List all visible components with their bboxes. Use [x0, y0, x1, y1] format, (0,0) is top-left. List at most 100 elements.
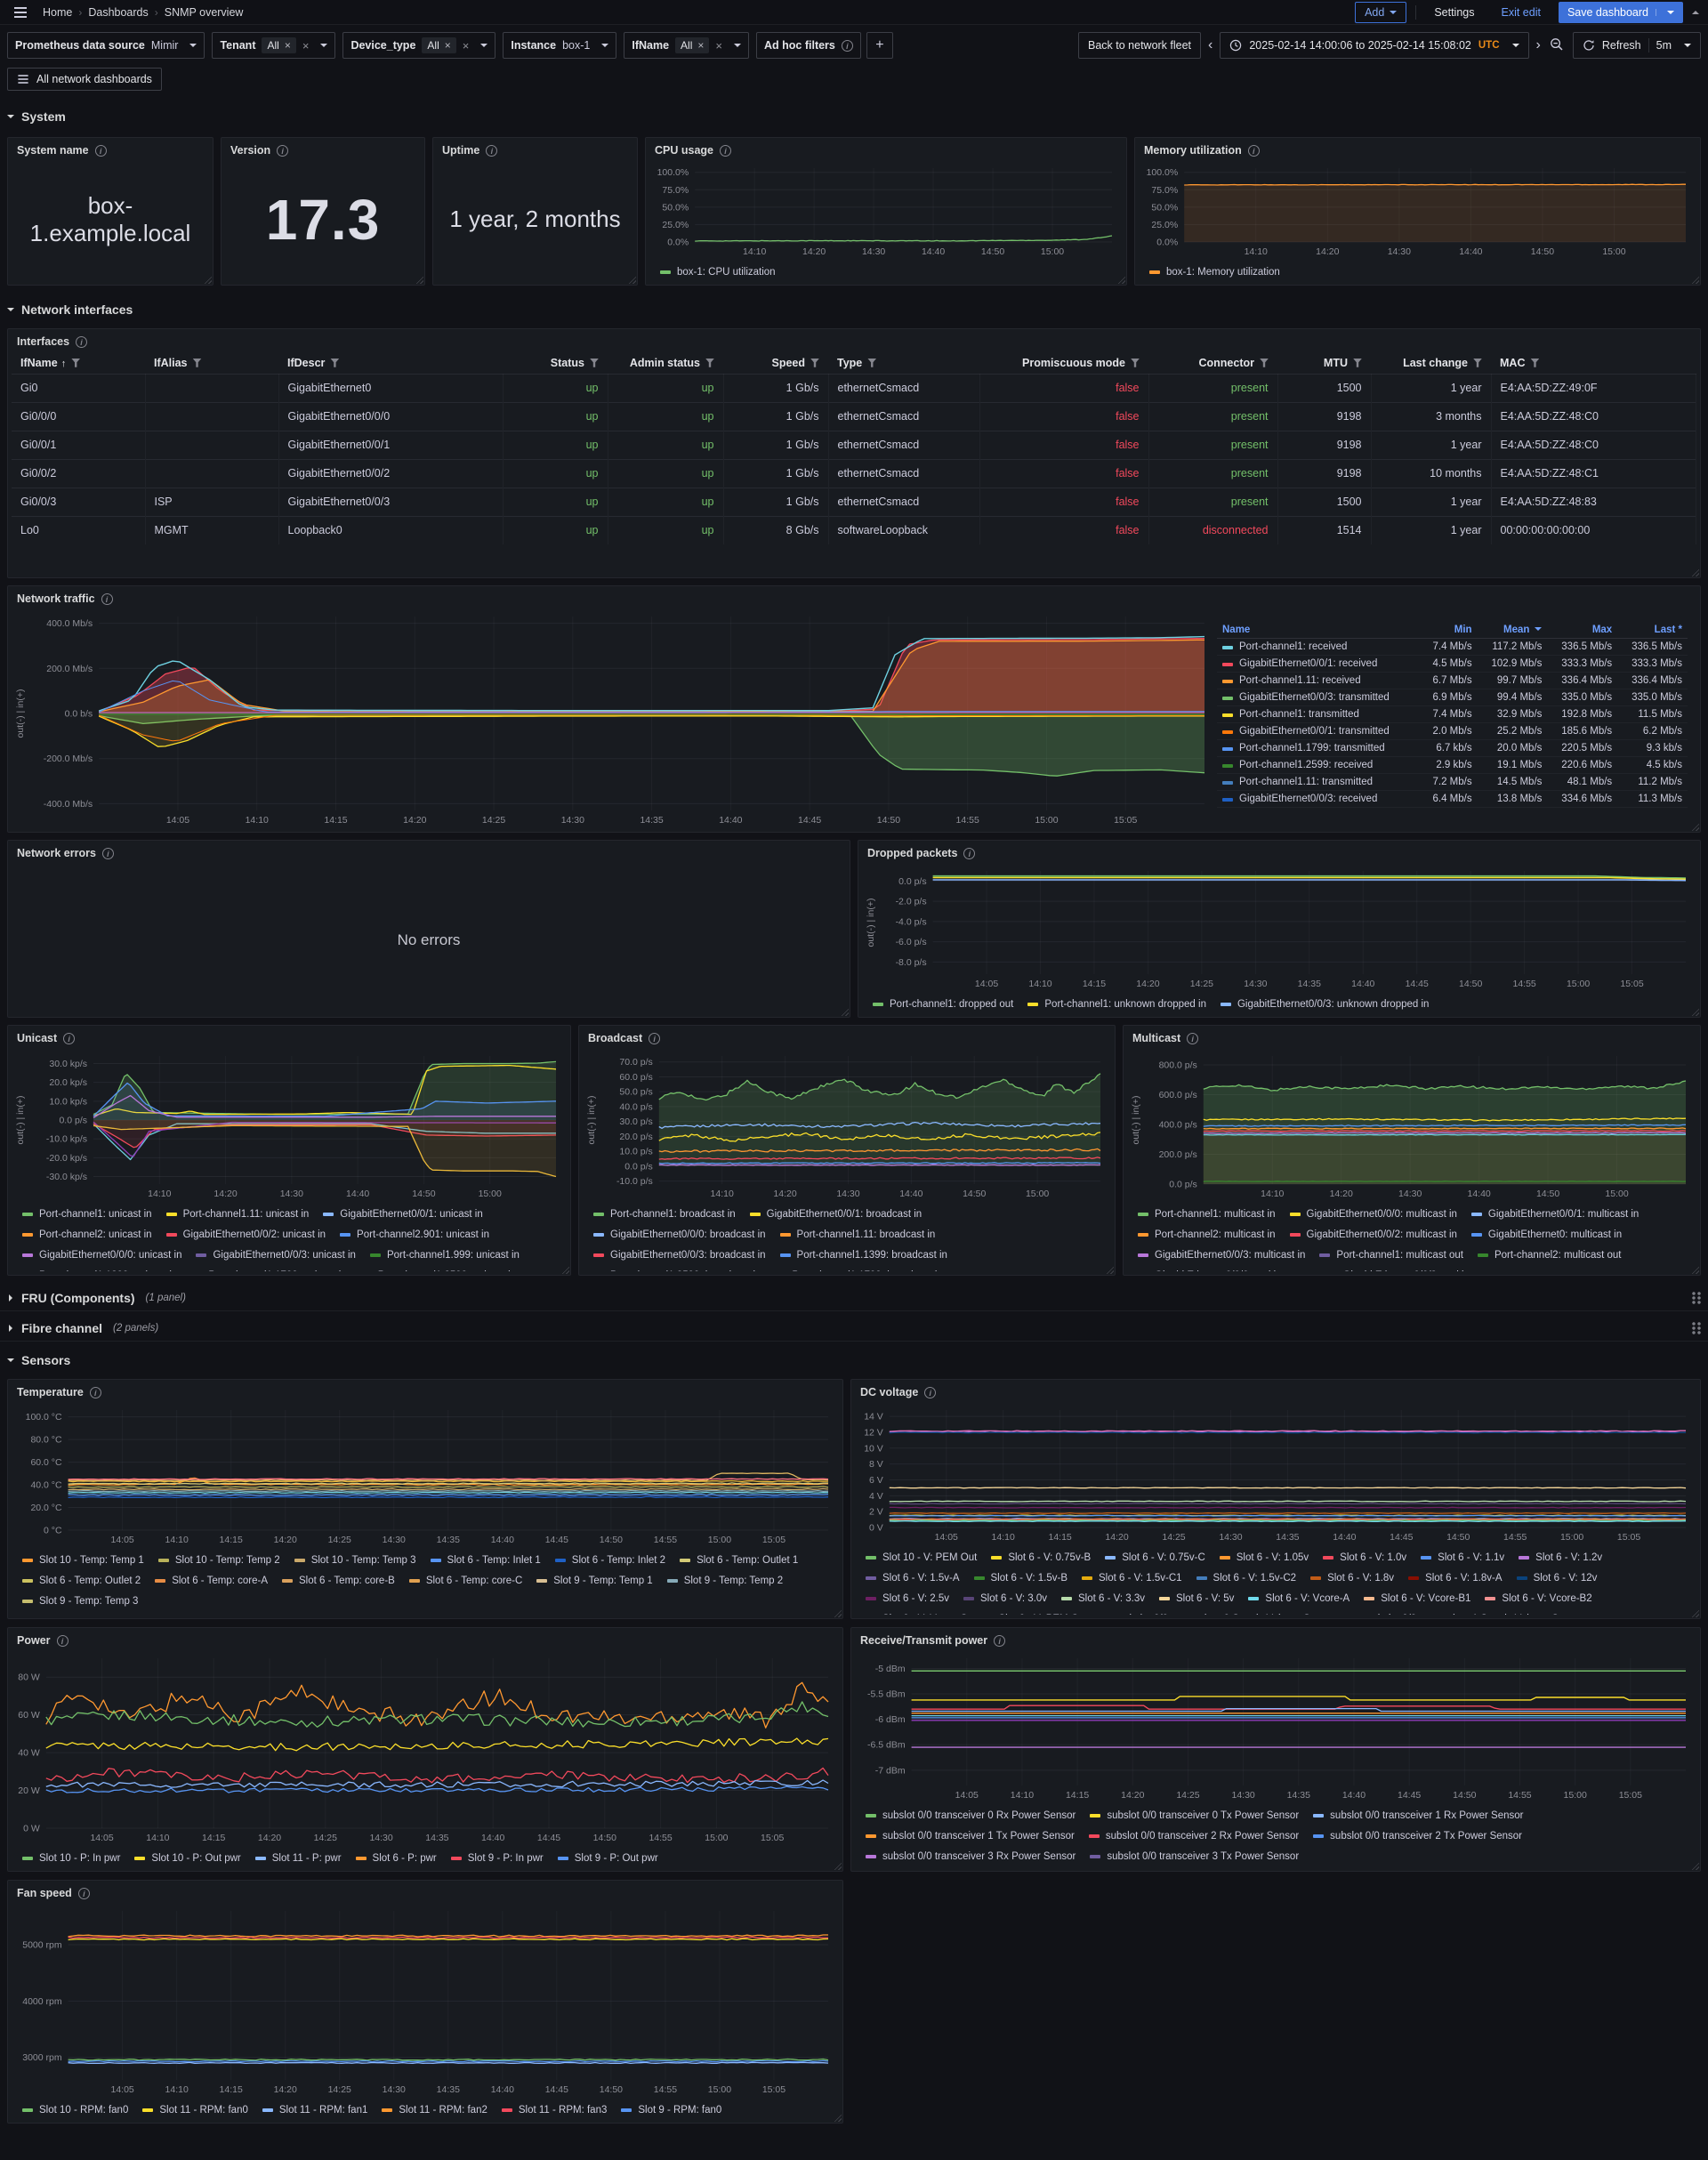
- legend-column-name[interactable]: Name: [1217, 622, 1420, 639]
- broadcast-chart[interactable]: 70.0 p/s60.0 p/s50.0 p/s40.0 p/s30.0 p/s…: [584, 1049, 1109, 1202]
- time-range-picker[interactable]: 2025-02-14 14:00:06 to 2025-02-14 15:08:…: [1220, 32, 1528, 59]
- legend-item[interactable]: Port-channel1.1399: unicast in: [22, 1266, 177, 1271]
- collapse-topbar-icon[interactable]: [1692, 7, 1699, 14]
- legend-table-row[interactable]: GigabitEthernet0/0/3: received6.4 Mb/s13…: [1217, 791, 1688, 808]
- legend-item[interactable]: Slot 10 - Temp: Temp 2: [158, 1551, 280, 1570]
- column-header-mtu[interactable]: MTU: [1277, 352, 1371, 374]
- legend-item[interactable]: Port-channel1: broadcast in: [593, 1205, 736, 1224]
- column-header-promiscuous-mode[interactable]: Promiscuous mode: [979, 352, 1148, 374]
- legend-item[interactable]: Slot 6 - Temp: Outlet 2: [22, 1571, 141, 1591]
- legend-item[interactable]: Port-channel1.2599: unicast in: [361, 1266, 516, 1271]
- legend-item[interactable]: GigabitEthernet0/0/3: unknown dropped in: [1221, 995, 1429, 1013]
- legend-item[interactable]: Slot 6 - V: 1.05v: [1220, 1548, 1309, 1568]
- filter-funnel-icon[interactable]: [1260, 359, 1269, 367]
- legend-table-row[interactable]: GigabitEthernet0/0/1: transmitted2.0 Mb/…: [1217, 723, 1688, 740]
- legend-item[interactable]: Slot 6 - Temp: Inlet 2: [555, 1551, 665, 1570]
- legend-item[interactable]: Slot 11 - RPM: fan3: [502, 2100, 608, 2119]
- legend-item[interactable]: Slot 9 - Temp: Temp 1: [536, 1571, 652, 1591]
- filter-value-chip[interactable]: All×: [262, 37, 295, 53]
- legend-item[interactable]: Slot 6 - V: 1.5v-C1: [1082, 1568, 1182, 1588]
- info-icon[interactable]: i: [963, 848, 975, 859]
- legend-item[interactable]: box-1: CPU utilization: [660, 262, 776, 281]
- legend-table-row[interactable]: Port-channel1.2599: received2.9 kb/s19.1…: [1217, 757, 1688, 774]
- info-icon[interactable]: i: [720, 145, 731, 157]
- filter-funnel-icon[interactable]: [71, 359, 80, 367]
- filter-funnel-icon[interactable]: [1131, 359, 1140, 367]
- info-icon[interactable]: i: [994, 1635, 1005, 1647]
- breadcrumb-dashboards[interactable]: Dashboards: [88, 6, 148, 19]
- section-fru[interactable]: FRU (Components) (1 panel): [0, 1285, 1708, 1311]
- refresh-control[interactable]: Refresh 5m: [1573, 32, 1701, 59]
- filter-funnel-icon[interactable]: [1353, 359, 1362, 367]
- legend-item[interactable]: Slot 11 - P: pwr: [255, 1849, 342, 1867]
- memory-chart[interactable]: 100.0%75.0%50.0%25.0%0.0%14:1014:2014:30…: [1140, 161, 1695, 260]
- network-traffic-chart[interactable]: 400.0 Mb/s200.0 Mb/s0.0 b/s-200.0 Mb/s-4…: [13, 609, 1213, 828]
- legend-item[interactable]: GigabitEthernet0/0/0: unicast in: [22, 1245, 181, 1265]
- filter-funnel-icon[interactable]: [1530, 359, 1539, 367]
- series-name[interactable]: GigabitEthernet0/0/1: transmitted: [1217, 723, 1420, 740]
- cpu-usage-chart[interactable]: 100.0%75.0%50.0%25.0%0.0%14:1014:2014:30…: [651, 161, 1121, 260]
- add-button[interactable]: Add: [1355, 2, 1406, 23]
- legend-item[interactable]: Slot 6 - V: 1.1v: [1421, 1548, 1504, 1568]
- legend-item[interactable]: Slot 6 - V: Vcore-B2: [1485, 1589, 1591, 1608]
- legend-table-row[interactable]: Port-channel1.1799: transmitted6.7 kb/s2…: [1217, 740, 1688, 757]
- info-icon[interactable]: i: [1248, 145, 1260, 157]
- legend-item[interactable]: Slot 6 - V: 3.3v: [1061, 1589, 1145, 1608]
- column-header-speed[interactable]: Speed: [723, 352, 828, 374]
- legend-item[interactable]: Slot 6 - V: Vcore-C: [866, 1609, 967, 1615]
- remove-value-icon[interactable]: ×: [445, 39, 451, 52]
- clear-filter-icon[interactable]: ×: [715, 39, 722, 52]
- menu-icon[interactable]: [14, 12, 27, 13]
- legend-item[interactable]: GigabitEthernet0/0/3: multicast in: [1138, 1245, 1305, 1265]
- legend-table-row[interactable]: Port-channel1.11: transmitted7.2 Mb/s14.…: [1217, 774, 1688, 791]
- legend-item[interactable]: GigabitEthernet0: multicast in: [1471, 1225, 1622, 1245]
- legend-item[interactable]: Slot 10 - Temp: Temp 1: [22, 1551, 144, 1570]
- legend-item[interactable]: Slot 6 - Temp: Inlet 1: [431, 1551, 541, 1570]
- series-name[interactable]: GigabitEthernet0/0/3: received: [1217, 791, 1420, 808]
- legend-item[interactable]: GigabitEthernet0/0/0: broadcast in: [593, 1225, 766, 1245]
- filter-device-type[interactable]: Device_typeAll××: [342, 32, 495, 59]
- legend-item[interactable]: GigabitEthernet0/0/0: multicast in: [1290, 1205, 1457, 1224]
- info-icon[interactable]: i: [101, 593, 113, 605]
- filter-funnel-icon[interactable]: [330, 359, 339, 367]
- series-name[interactable]: Port-channel1.1799: transmitted: [1217, 740, 1420, 757]
- legend-item[interactable]: Slot 6 - V: 1.8v-A: [1408, 1568, 1503, 1588]
- dropped-packets-chart[interactable]: 0.0 p/s-2.0 p/s-4.0 p/s-6.0 p/s-8.0 p/s1…: [864, 864, 1695, 992]
- info-icon[interactable]: i: [102, 848, 114, 859]
- legend-item[interactable]: Port-channel1.999: unicast in: [370, 1245, 520, 1265]
- info-icon[interactable]: i: [649, 1033, 660, 1044]
- zoom-out-icon[interactable]: [1550, 37, 1564, 54]
- legend-item[interactable]: Port-channel1.1799: broadcast in: [775, 1266, 942, 1271]
- add-adhoc-filter-button[interactable]: +: [866, 32, 893, 59]
- legend-item[interactable]: Port-channel2: multicast in: [1138, 1225, 1276, 1245]
- legend-item[interactable]: GigabitEthernet0/0/2: multicast in: [1290, 1225, 1457, 1245]
- legend-item[interactable]: Port-channel2: multicast out: [1478, 1245, 1622, 1265]
- exit-edit-button[interactable]: Exit edit: [1492, 2, 1549, 23]
- filter-funnel-icon[interactable]: [590, 359, 599, 367]
- legend-item[interactable]: subslot 0/0 transceiver 0 Tx Power Senso…: [1090, 1806, 1299, 1826]
- info-icon[interactable]: i: [63, 1033, 75, 1044]
- legend-item[interactable]: Slot 9 - P: In pwr: [451, 1849, 544, 1867]
- info-icon[interactable]: i: [1187, 1033, 1198, 1044]
- info-icon[interactable]: i: [924, 1387, 936, 1398]
- legend-item[interactable]: subslot 0/0 transceiver 2 Tx Power Senso…: [1313, 1826, 1522, 1846]
- legend-item[interactable]: subslot 0/0 transceiver 2 Rx Power Senso…: [1089, 1826, 1299, 1846]
- legend-item[interactable]: Slot 6 - V: 2.5v: [866, 1589, 949, 1608]
- legend-item[interactable]: Slot 6 - V: 1.5v-A: [866, 1568, 960, 1588]
- filter-funnel-icon[interactable]: [193, 359, 202, 367]
- legend-item[interactable]: GigabitEthernet0/0/3: multicast out: [1325, 1266, 1499, 1271]
- column-header-admin-status[interactable]: Admin status: [608, 352, 723, 374]
- fan-speed-chart[interactable]: 5000 rpm4000 rpm3000 rpm14:0514:1014:151…: [13, 1904, 837, 2098]
- legend-item[interactable]: Slot 6 - V: Vcore-A: [1248, 1589, 1349, 1608]
- legend-item[interactable]: subslot 0/0 transceiver 1 Supply Voltage…: [1350, 1609, 1584, 1615]
- temperature-chart[interactable]: 100.0 °C80.0 °C60.0 °C40.0 °C20.0 °C0 °C…: [13, 1403, 837, 1548]
- legend-column-min[interactable]: Min: [1420, 622, 1477, 639]
- legend-item[interactable]: Slot 10 - P: Out pwr: [134, 1849, 240, 1867]
- info-icon[interactable]: i: [277, 145, 288, 157]
- legend-item[interactable]: Slot 9 - P: Out pwr: [558, 1849, 658, 1867]
- legend-item[interactable]: box-1: Memory utilization: [1149, 262, 1280, 281]
- section-sensors[interactable]: Sensors: [0, 1349, 1708, 1372]
- legend-item[interactable]: Slot 9 - Temp: Temp 3: [22, 1592, 138, 1611]
- clear-filter-icon[interactable]: ×: [463, 39, 470, 52]
- legend-item[interactable]: GigabitEthernet0/0/1: multicast in: [1471, 1205, 1639, 1224]
